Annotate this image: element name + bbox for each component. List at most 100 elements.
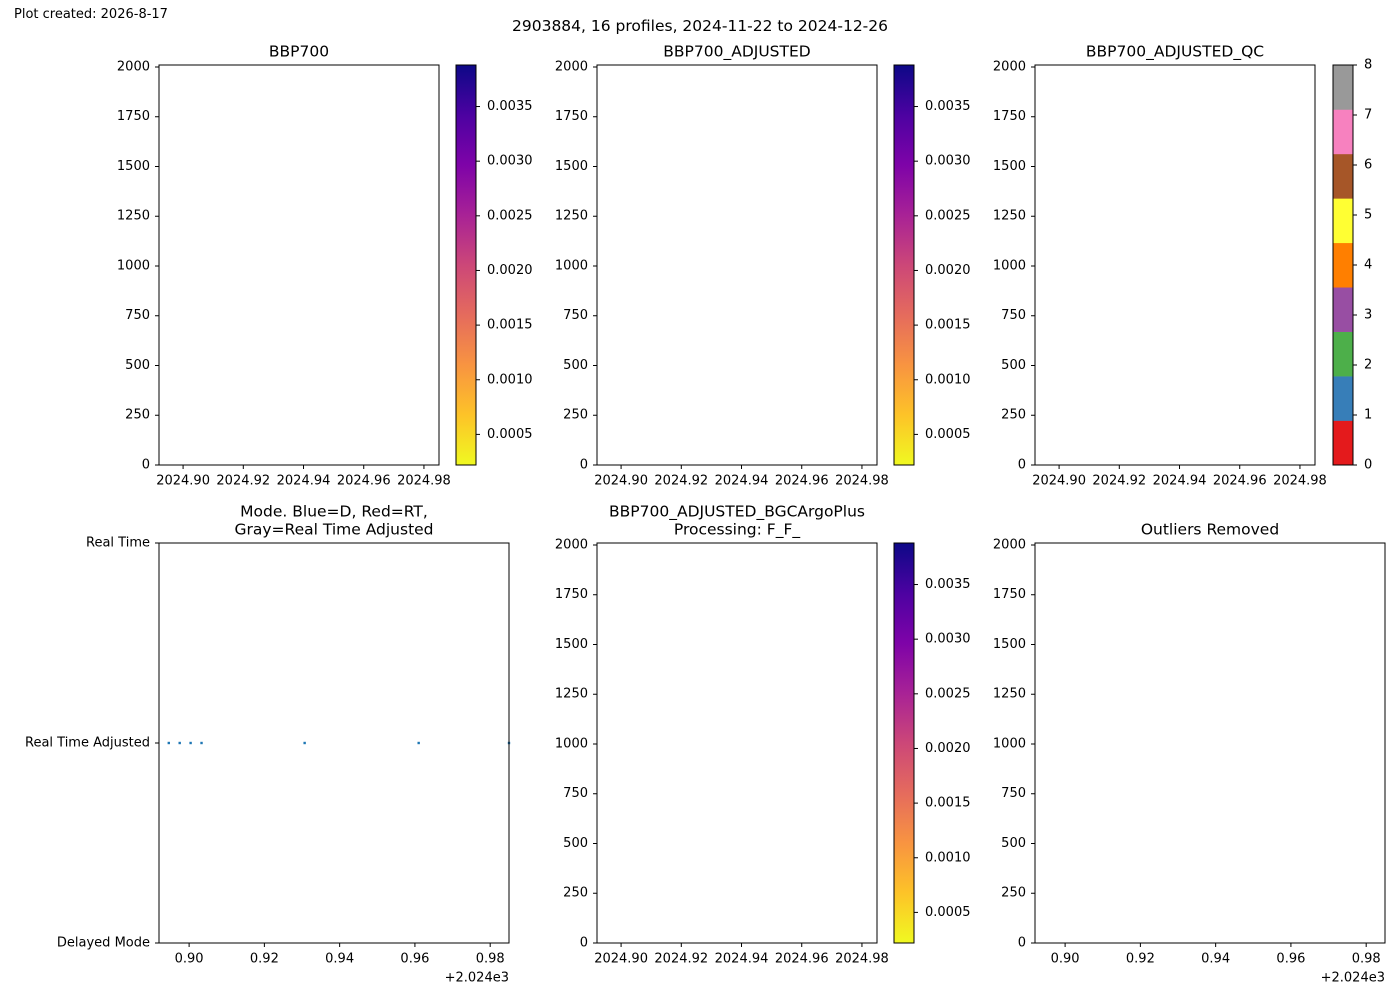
bbp700-adjusted-qc-xtick-label: 2024.96: [1213, 474, 1267, 489]
bbp700-adjusted-qc-colorbar-tick-label: 6: [1364, 158, 1372, 173]
mode-axes-frame: [158, 542, 510, 944]
outliers-x-offset: +2.024e3: [1321, 971, 1385, 986]
bbp700-ytick-label: 1500: [117, 159, 150, 174]
mode-title-line2: Gray=Real Time Adjusted: [234, 521, 433, 539]
bbp700-adjusted-qc-colorbar-tick-label: 0: [1364, 458, 1372, 473]
bbp700-adjusted-qc-colorbar-segment: [1333, 376, 1353, 421]
bbp700-adjusted-qc-ytick-label: 1750: [993, 109, 1026, 124]
bbp700-xtick-label: 2024.98: [397, 474, 451, 489]
bbp700-ytick-label: 500: [125, 358, 150, 373]
bgcargoplus-ytick-label: 2000: [555, 537, 588, 552]
outliers-ytick-label: 1250: [993, 687, 1026, 702]
bbp700-adjusted-colorbar-tick-label: 0.0025: [925, 208, 971, 223]
bbp700-adjusted-ytick-label: 1250: [555, 209, 588, 224]
bbp700-colorbar-tick-label: 0.0025: [487, 208, 533, 223]
bbp700-ytick-label: 1250: [117, 209, 150, 224]
mode-point: [189, 741, 192, 745]
bbp700-adjusted-qc-colorbar-segment: [1333, 65, 1353, 110]
bbp700-adjusted-ytick-label: 250: [563, 408, 588, 423]
bbp700-adjusted-qc-colorbar-segment: [1333, 420, 1353, 466]
bbp700-adjusted-qc-colorbar-tick-label: 1: [1364, 408, 1372, 423]
bgcargoplus-colorbar-tick-label: 0.0015: [925, 796, 971, 811]
bgcargoplus-title: BBP700_ADJUSTED_BGCArgoPlus: [609, 503, 865, 522]
bbp700-xtick-label: 2024.96: [337, 474, 391, 489]
bgcargoplus-colorbar-tick-label: 0.0035: [925, 577, 971, 592]
bgcargoplus-xtick-label: 2024.98: [835, 952, 889, 967]
mode-point: [303, 741, 306, 745]
outliers-xtick-label: 0.90: [1051, 952, 1080, 967]
bbp700-adjusted-xtick-label: 2024.92: [654, 474, 708, 489]
bbp700-adjusted-qc-ytick-label: 1000: [993, 258, 1026, 273]
bbp700-adjusted-qc-colorbar-tick-label: 8: [1364, 58, 1372, 73]
bgcargoplus-colorbar-tick-label: 0.0010: [925, 850, 971, 865]
bgcargoplus-ytick-label: 250: [563, 886, 588, 901]
bbp700-adjusted-ytick-label: 500: [563, 358, 588, 373]
bbp700-ytick-label: 750: [125, 308, 150, 323]
bbp700-adjusted-qc-colorbar-tick-label: 7: [1364, 108, 1372, 123]
bbp700-adjusted-title: BBP700_ADJUSTED: [663, 43, 811, 62]
mode-ytick-label: Real Time Adjusted: [25, 736, 150, 751]
outliers-ytick-label: 2000: [993, 537, 1026, 552]
bgcargoplus-ytick-label: 500: [563, 836, 588, 851]
bbp700-xtick-label: 2024.94: [277, 474, 331, 489]
bgcargoplus-colorbar-frame: [893, 542, 915, 944]
bbp700-adjusted-qc-ytick-label: 250: [1001, 408, 1026, 423]
mode-xtick-label: 0.92: [250, 952, 279, 967]
bgcargoplus-colorbar-tick-label: 0.0020: [925, 741, 971, 756]
outliers-xtick-label: 0.92: [1126, 952, 1155, 967]
bbp700-adjusted-qc-xtick-label: 2024.98: [1273, 474, 1327, 489]
bbp700-adjusted-xtick-label: 2024.96: [775, 474, 829, 489]
bgcargoplus-axes-frame: [596, 542, 878, 944]
bbp700-colorbar-tick-label: 0.0020: [487, 263, 533, 278]
bbp700-adjusted-ytick-label: 0: [580, 458, 588, 473]
bbp700-colorbar-tick-label: 0.0015: [487, 318, 533, 333]
bgcargoplus-ytick-label: 750: [563, 786, 588, 801]
bbp700-colorbar-gradient: [456, 65, 476, 465]
bbp700-adjusted-qc-xtick-label: 2024.94: [1153, 474, 1207, 489]
bbp700-adjusted-qc-colorbar-segment: [1333, 198, 1353, 244]
bbp700-adjusted-qc-colorbar-segment: [1333, 287, 1353, 332]
bbp700-adjusted-xtick-label: 2024.94: [715, 474, 769, 489]
mode-ytick-label: Delayed Mode: [57, 936, 150, 951]
bbp700-adjusted-qc-colorbar-segment: [1333, 153, 1353, 199]
bbp700-adjusted-qc-colorbar-segment: [1333, 109, 1353, 155]
bbp700-adjusted-ytick-label: 1750: [555, 109, 588, 124]
outliers-ytick-label: 1750: [993, 587, 1026, 602]
bbp700-adjusted-colorbar-tick-label: 0.0010: [925, 372, 971, 387]
bbp700-adjusted-axes-frame: [596, 64, 878, 466]
mode-xtick-label: 0.90: [175, 952, 204, 967]
bbp700-adjusted-ytick-label: 1500: [555, 159, 588, 174]
bbp700-colorbar-tick-label: 0.0005: [487, 427, 533, 442]
bgcargoplus-ytick-label: 1500: [555, 637, 588, 652]
bgcargoplus-colorbar-gradient: [894, 543, 914, 943]
bbp700-ytick-label: 1750: [117, 109, 150, 124]
bbp700-adjusted-qc-ytick-label: 1250: [993, 209, 1026, 224]
mode-title: Mode. Blue=D, Red=RT,: [240, 503, 428, 521]
mode-xtick-label: 0.98: [476, 952, 505, 967]
bbp700-colorbar-tick-label: 0.0010: [487, 372, 533, 387]
plot-created-label: Plot created: 2026-8-17: [14, 7, 168, 22]
bbp700-adjusted-colorbar-tick-label: 0.0035: [925, 99, 971, 114]
outliers-ytick-label: 250: [1001, 886, 1026, 901]
bbp700-adjusted-qc-colorbar-tick-label: 2: [1364, 358, 1372, 373]
bbp700-adjusted-ytick-label: 1000: [555, 258, 588, 273]
outliers-ytick-label: 500: [1001, 836, 1026, 851]
mode-point: [167, 741, 170, 745]
bbp700-adjusted-qc-ytick-label: 2000: [993, 59, 1026, 74]
bbp700-adjusted-qc-colorbar-segment: [1333, 331, 1353, 377]
outliers-ytick-label: 0: [1018, 936, 1026, 951]
bbp700-xtick-label: 2024.92: [216, 474, 270, 489]
bgcargoplus-ytick-label: 1250: [555, 687, 588, 702]
bbp700-adjusted-qc-ytick-label: 750: [1001, 308, 1026, 323]
bbp700-adjusted-colorbar-tick-label: 0.0015: [925, 318, 971, 333]
bgcargoplus-xtick-label: 2024.92: [654, 952, 708, 967]
mode-xtick-label: 0.96: [400, 952, 429, 967]
bgcargoplus-colorbar-tick-label: 0.0005: [925, 905, 971, 920]
bbp700-colorbar-tick-label: 0.0030: [487, 154, 533, 169]
figure-title: 2903884, 16 profiles, 2024-11-22 to 2024…: [512, 17, 888, 35]
bbp700-axes-frame: [158, 64, 440, 466]
bbp700-adjusted-ytick-label: 2000: [555, 59, 588, 74]
outliers-axes-frame: [1034, 542, 1386, 944]
bgcargoplus-ytick-label: 0: [580, 936, 588, 951]
